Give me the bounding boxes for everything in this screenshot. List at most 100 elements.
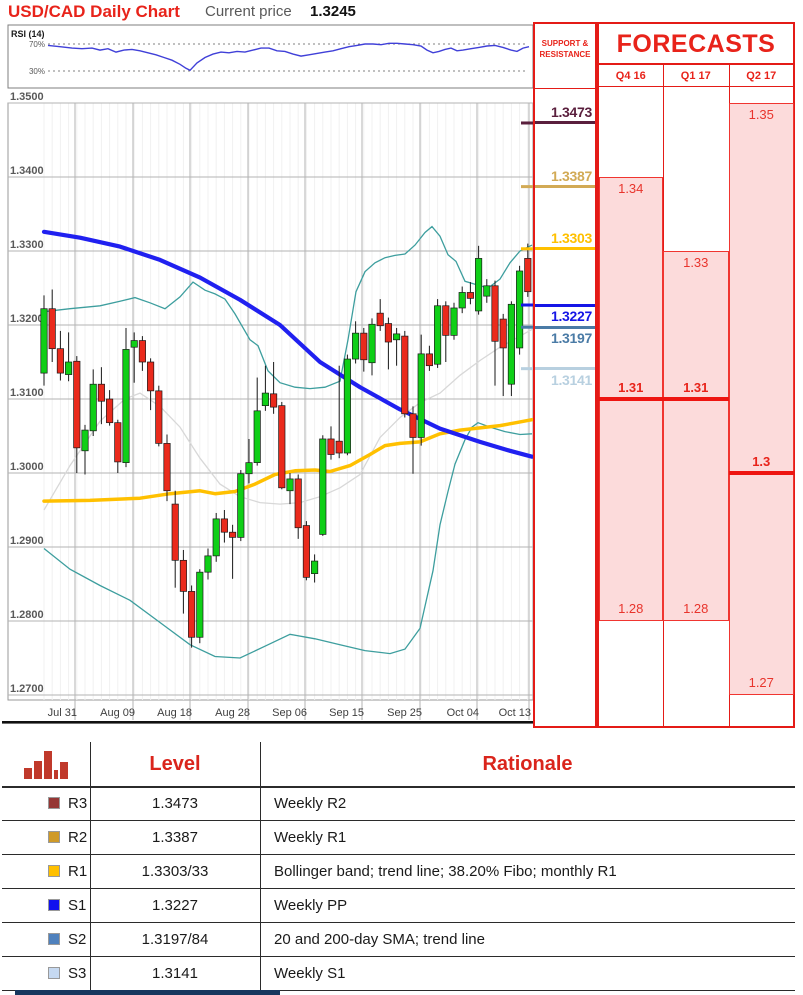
chart-bottom-rule	[2, 721, 533, 724]
candle-body	[434, 305, 442, 365]
candle-body	[319, 438, 327, 535]
forecast-pivot-label: 1.31	[618, 380, 644, 395]
candle-body	[327, 438, 335, 455]
table-cell-name: R3	[2, 786, 90, 820]
y-axis-label: 1.2800	[10, 609, 44, 621]
forecast-pivot-line	[599, 397, 729, 401]
sr-level-line	[535, 185, 595, 189]
x-axis-label: Aug 09	[100, 707, 135, 719]
candle-body	[171, 503, 179, 561]
candle-body	[73, 360, 81, 449]
level-name: S1	[68, 896, 87, 914]
sr-edge-tick	[521, 185, 533, 189]
level-marker	[48, 967, 60, 979]
x-axis-label: Oct 13	[499, 707, 531, 719]
rsi-label: RSI (14)	[11, 29, 45, 39]
support-resistance-panel: SUPPORT & RESISTANCE 1.3473 1.3387 1.3303 1…	[533, 22, 597, 728]
current-price-label: Current price	[205, 3, 292, 20]
candle-body	[442, 305, 450, 336]
table-row-border	[2, 956, 795, 957]
sr-level-value: 1.3197	[550, 330, 592, 347]
table-row-border	[2, 854, 795, 855]
candle-body	[360, 332, 368, 361]
rsi-panel	[7, 24, 534, 89]
level-value: 1.3387	[152, 828, 198, 846]
table-cell-rationale: 20 and 200-day SMA; trend line	[260, 922, 795, 956]
candle-body	[499, 318, 507, 349]
sr-level-line	[535, 303, 595, 307]
rationale-header-text: Rationale	[482, 752, 573, 775]
level-rationale: 20 and 200-day SMA; trend line	[274, 930, 485, 948]
candle-body	[40, 308, 48, 374]
table-cell-level: 1.3227	[90, 888, 260, 922]
candle-body	[393, 333, 401, 341]
forecasts-title: FORECASTS	[599, 24, 793, 65]
candle-body	[311, 560, 319, 574]
candle-body	[97, 383, 105, 402]
sr-level-value: 1.3303	[550, 229, 592, 246]
x-axis-label: Jul 31	[48, 707, 77, 719]
level-value: 1.3303/33	[141, 862, 209, 880]
table-cell-name: R2	[2, 820, 90, 854]
table-header-rationale: Rationale	[260, 742, 795, 786]
forecast-low-label: 1.28	[618, 601, 644, 616]
table-row: R2 1.3387 Weekly R1	[2, 820, 795, 854]
forecast-pivot-label: 1.3	[752, 454, 771, 469]
candle-body	[196, 571, 204, 638]
level-rationale: Weekly R1	[274, 828, 347, 846]
candle-body	[81, 429, 89, 452]
table-row-border	[2, 990, 795, 991]
forecast-high-label: 1.35	[748, 107, 774, 122]
candle-body	[237, 473, 245, 538]
level-name: S2	[68, 930, 87, 948]
candle-body	[179, 559, 187, 592]
candle-body	[294, 478, 302, 529]
candle-body	[425, 353, 433, 367]
rsi-lower-tick: 30%	[29, 67, 45, 76]
candle-body	[368, 323, 376, 364]
candle-body	[106, 398, 114, 424]
candle-body	[450, 307, 458, 336]
table-cell-name: S1	[2, 888, 90, 922]
table-row-border	[2, 888, 795, 889]
table-row: S3 1.3141 Weekly S1	[2, 956, 795, 990]
candle-body	[56, 348, 64, 374]
candle-body	[483, 285, 491, 297]
table-row: R1 1.3303/33 Bollinger band; trend line; 3…	[2, 854, 795, 888]
candle-body	[516, 270, 524, 349]
candle-body	[245, 462, 253, 475]
candle-body	[376, 312, 384, 327]
forecast-high-label: 1.33	[683, 255, 709, 270]
candle-body	[491, 285, 499, 342]
bar-chart-icon	[24, 751, 68, 779]
sr-edge-tick	[521, 367, 533, 371]
candle-body	[384, 323, 392, 343]
forecast-low-label: 1.27	[748, 675, 774, 690]
candle-body	[261, 392, 269, 407]
candle-body	[458, 292, 466, 309]
table-row-border	[2, 922, 795, 923]
table-cell-level: 1.3387	[90, 820, 260, 854]
candle-body	[114, 422, 122, 463]
candle-body	[270, 393, 278, 408]
forecast-column-header: Q4 16	[599, 65, 663, 87]
y-axis-label: 1.3000	[10, 461, 44, 473]
table-cell-rationale: Bollinger band; trend line; 38.20% Fibo;…	[260, 854, 795, 888]
bollinger-upper-line	[43, 225, 533, 390]
sr-edge-tick	[521, 325, 533, 329]
table-cell-level: 1.3197/84	[90, 922, 260, 956]
sr-edge-tick	[521, 247, 533, 251]
table-header-level: Level	[90, 742, 260, 786]
level-marker	[48, 797, 60, 809]
candle-body	[278, 405, 286, 489]
level-header-text: Level	[149, 752, 201, 775]
forecast-column-header: Q2 17	[729, 65, 794, 87]
table-row: S2 1.3197/84 20 and 200-day SMA; trend lin…	[2, 922, 795, 956]
price-chart: RSI (14)70% 30% 1.3500 1.3400 1.3300 1.3200 1.…	[2, 24, 535, 724]
level-value: 1.3141	[152, 964, 198, 982]
candle-body	[352, 332, 360, 360]
level-rationale: Weekly PP	[274, 896, 348, 914]
level-rationale: Weekly R2	[274, 794, 347, 812]
table-row-border	[2, 820, 795, 821]
sr-level-line	[535, 247, 595, 251]
